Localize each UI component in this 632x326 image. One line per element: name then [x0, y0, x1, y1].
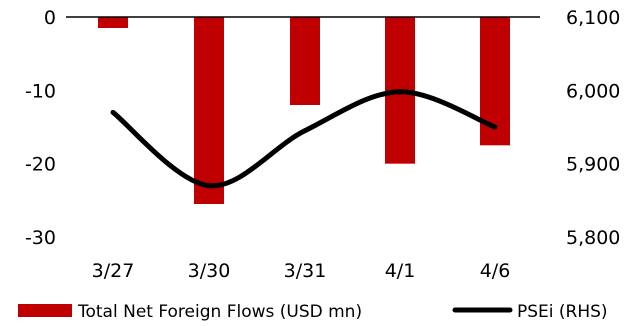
bar-3-27	[98, 17, 128, 28]
left-tick-label: -10	[25, 80, 56, 102]
right-tick-label: 6,100	[566, 7, 620, 29]
psei-line	[110, 89, 498, 189]
x-tick-label: 4/1	[385, 260, 416, 282]
bars-layer	[98, 17, 510, 204]
bar-3-31	[290, 17, 320, 105]
right-tick-label: 5,800	[566, 227, 620, 249]
legend-bar-label: Total Net Foreign Flows (USD mn)	[77, 302, 362, 322]
x-tick-label: 4/6	[480, 260, 511, 282]
line-layer	[110, 89, 498, 189]
left-tick-label: -20	[25, 154, 56, 176]
right-tick-label: 6,000	[566, 80, 620, 102]
left-axis-ticks: 0 -10 -20 -30	[25, 7, 56, 249]
x-tick-label: 3/30	[188, 260, 231, 282]
legend: Total Net Foreign Flows (USD mn) PSEi (R…	[18, 302, 608, 322]
x-tick-label: 3/27	[92, 260, 135, 282]
right-tick-label: 5,900	[566, 154, 620, 176]
bar-3-30	[194, 17, 224, 204]
right-axis-ticks: 6,100 6,000 5,900 5,800	[566, 7, 620, 249]
legend-line-label: PSEi (RHS)	[517, 302, 608, 322]
legend-bar-swatch	[18, 304, 72, 317]
left-tick-label: 0	[44, 7, 56, 29]
x-axis-ticks: 3/27 3/30 3/31 4/1 4/6	[92, 260, 511, 282]
left-tick-label: -30	[25, 227, 56, 249]
x-tick-label: 3/31	[284, 260, 327, 282]
